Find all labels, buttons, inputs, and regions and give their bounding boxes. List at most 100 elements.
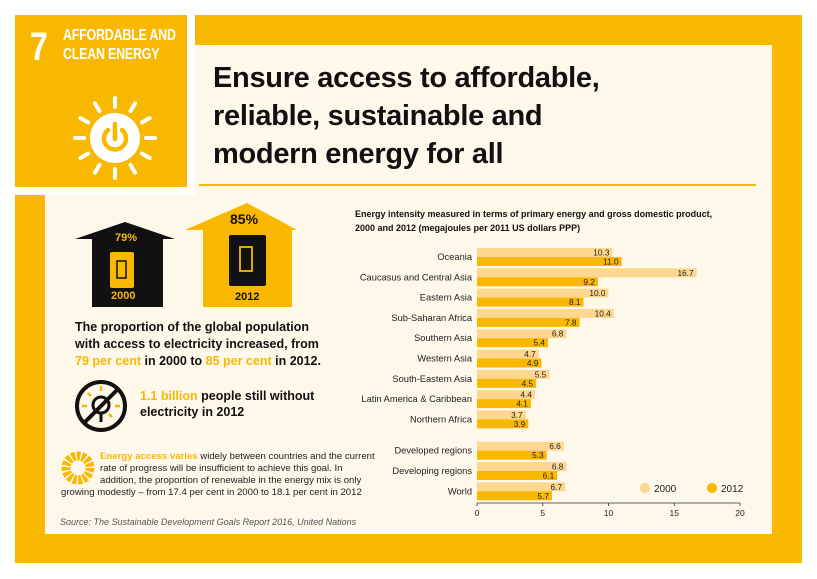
- bar-2012: [477, 491, 552, 501]
- goal-number: 7: [30, 25, 48, 69]
- value-label: 4.1: [516, 399, 528, 409]
- bar-2000: [477, 349, 539, 359]
- value-label: 4.4: [520, 390, 532, 400]
- x-tick-label: 20: [735, 508, 745, 518]
- note-line1: Energy access varies widely between coun…: [100, 451, 375, 462]
- bar-2012: [477, 378, 537, 388]
- legend-swatch-2000: [640, 483, 650, 493]
- highlight-85: 85 per cent: [205, 354, 272, 368]
- bar-2000: [477, 308, 614, 318]
- bar-2000: [477, 462, 567, 471]
- x-tick-label: 5: [540, 508, 545, 518]
- value-label: 3.9: [514, 419, 526, 429]
- category-label: South-Eastern Asia: [392, 374, 472, 384]
- category-label: Caucasus and Central Asia: [360, 272, 473, 282]
- goal-name-line1: AFFORDABLE AND: [63, 27, 176, 44]
- bar-2012: [477, 338, 549, 348]
- value-label: 6.7: [551, 482, 563, 492]
- text: widely between countries and the current: [197, 451, 375, 462]
- legend-swatch-2012: [707, 483, 717, 493]
- house-2000-year: 2000: [111, 290, 136, 302]
- bar-2012: [477, 399, 531, 409]
- value-label: 3.7: [511, 410, 523, 420]
- category-label: Northern Africa: [410, 414, 473, 424]
- bar-2012: [477, 277, 598, 287]
- headline-line1: Ensure access to affordable,: [213, 62, 600, 94]
- value-label: 4.5: [522, 378, 534, 388]
- house-2000-icon: [75, 222, 175, 307]
- x-tick-label: 0: [475, 508, 480, 518]
- house-2012-year: 2012: [235, 291, 260, 303]
- bar-2000: [477, 482, 566, 492]
- value-label: 5.7: [537, 491, 549, 501]
- access-text-line2: with access to electricity increased, fr…: [75, 337, 319, 351]
- goal-name-line2: CLEAN ENERGY: [63, 46, 160, 63]
- value-label: 5.3: [532, 450, 544, 460]
- house-2012-icon: [185, 203, 297, 307]
- text: in 2012.: [271, 354, 321, 368]
- chart-title-line2: 2000 and 2012 (megajoules per 2011 US do…: [355, 223, 581, 233]
- value-label: 4.9: [527, 358, 539, 368]
- value-label: 6.1: [543, 471, 555, 481]
- category-label: Developing regions: [392, 466, 472, 476]
- panel-main: [45, 195, 772, 534]
- bar-2000: [477, 288, 609, 298]
- x-tick-label: 10: [604, 508, 614, 518]
- category-label: Developed regions: [394, 446, 472, 456]
- bar-2000: [477, 329, 567, 339]
- value-label: 9.2: [583, 277, 595, 287]
- headline-divider: [199, 184, 756, 186]
- bar-2000: [477, 410, 526, 420]
- category-label: Latin America & Caribbean: [361, 394, 472, 404]
- legend-label: 2012: [721, 484, 744, 495]
- no-electricity-icon: [75, 380, 127, 432]
- bar-2000: [477, 248, 613, 257]
- value-label: 6.6: [549, 441, 561, 451]
- value-label: 10.4: [595, 308, 612, 318]
- sun-ring-icon: [61, 451, 95, 485]
- text: people still without: [197, 389, 315, 403]
- access-text-line1: The proportion of the global population: [75, 320, 309, 334]
- note-line2: rate of progress will be insufficient to…: [100, 463, 343, 474]
- legend-label: 2000: [654, 484, 677, 495]
- value-label: 4.7: [524, 349, 536, 359]
- note-line4: growing modestly – from 17.4 per cent in…: [61, 487, 362, 498]
- bar-2000: [477, 268, 697, 278]
- access-text-line3: 79 per cent in 2000 to 85 per cent in 20…: [75, 354, 321, 368]
- headline-line3: modern energy for all: [213, 138, 504, 170]
- category-label: World: [448, 486, 472, 496]
- value-label: 16.7: [677, 268, 694, 278]
- bar-2012: [477, 257, 622, 266]
- value-label: 11.0: [603, 257, 619, 267]
- bar-2000: [477, 441, 564, 451]
- value-label: 5.4: [533, 338, 545, 348]
- house-2000-percent: 79%: [115, 232, 138, 244]
- value-label: 6.8: [552, 329, 564, 339]
- category-label: Oceania: [437, 252, 472, 262]
- headline-line2: reliable, sustainable and: [213, 100, 543, 132]
- value-label: 5.5: [535, 369, 547, 379]
- bar-2012: [477, 450, 547, 460]
- bar-2000: [477, 369, 550, 379]
- bar-2012: [477, 317, 580, 327]
- bar-2012: [477, 297, 584, 307]
- value-label: 6.8: [552, 462, 564, 472]
- energy-intensity-chart: Oceania 10.311.0 Caucasus and Central Asia…: [360, 248, 745, 519]
- house-2012-percent: 85%: [230, 211, 259, 227]
- bar-2012: [477, 419, 529, 429]
- houses-graphic: [75, 203, 297, 307]
- category-label: Western Asia: [417, 354, 472, 364]
- without-line2: electricity in 2012: [140, 405, 245, 419]
- bar-2012: [477, 471, 558, 480]
- value-label: 8.1: [569, 297, 581, 307]
- chart-title-line1: Energy intensity measured in terms of pr…: [355, 209, 713, 219]
- highlight-79: 79 per cent: [75, 354, 142, 368]
- note-line3: addition, the proportion of renewable in…: [100, 475, 362, 486]
- text: in 2000 to: [141, 354, 206, 368]
- value-label: 7.8: [565, 317, 577, 327]
- goal-tile: 7 AFFORDABLE AND CLEAN ENERGY: [15, 15, 187, 187]
- without-line1: 1.1 billion people still without: [140, 389, 314, 403]
- value-label: 10.0: [589, 288, 606, 298]
- x-tick-label: 15: [670, 508, 680, 518]
